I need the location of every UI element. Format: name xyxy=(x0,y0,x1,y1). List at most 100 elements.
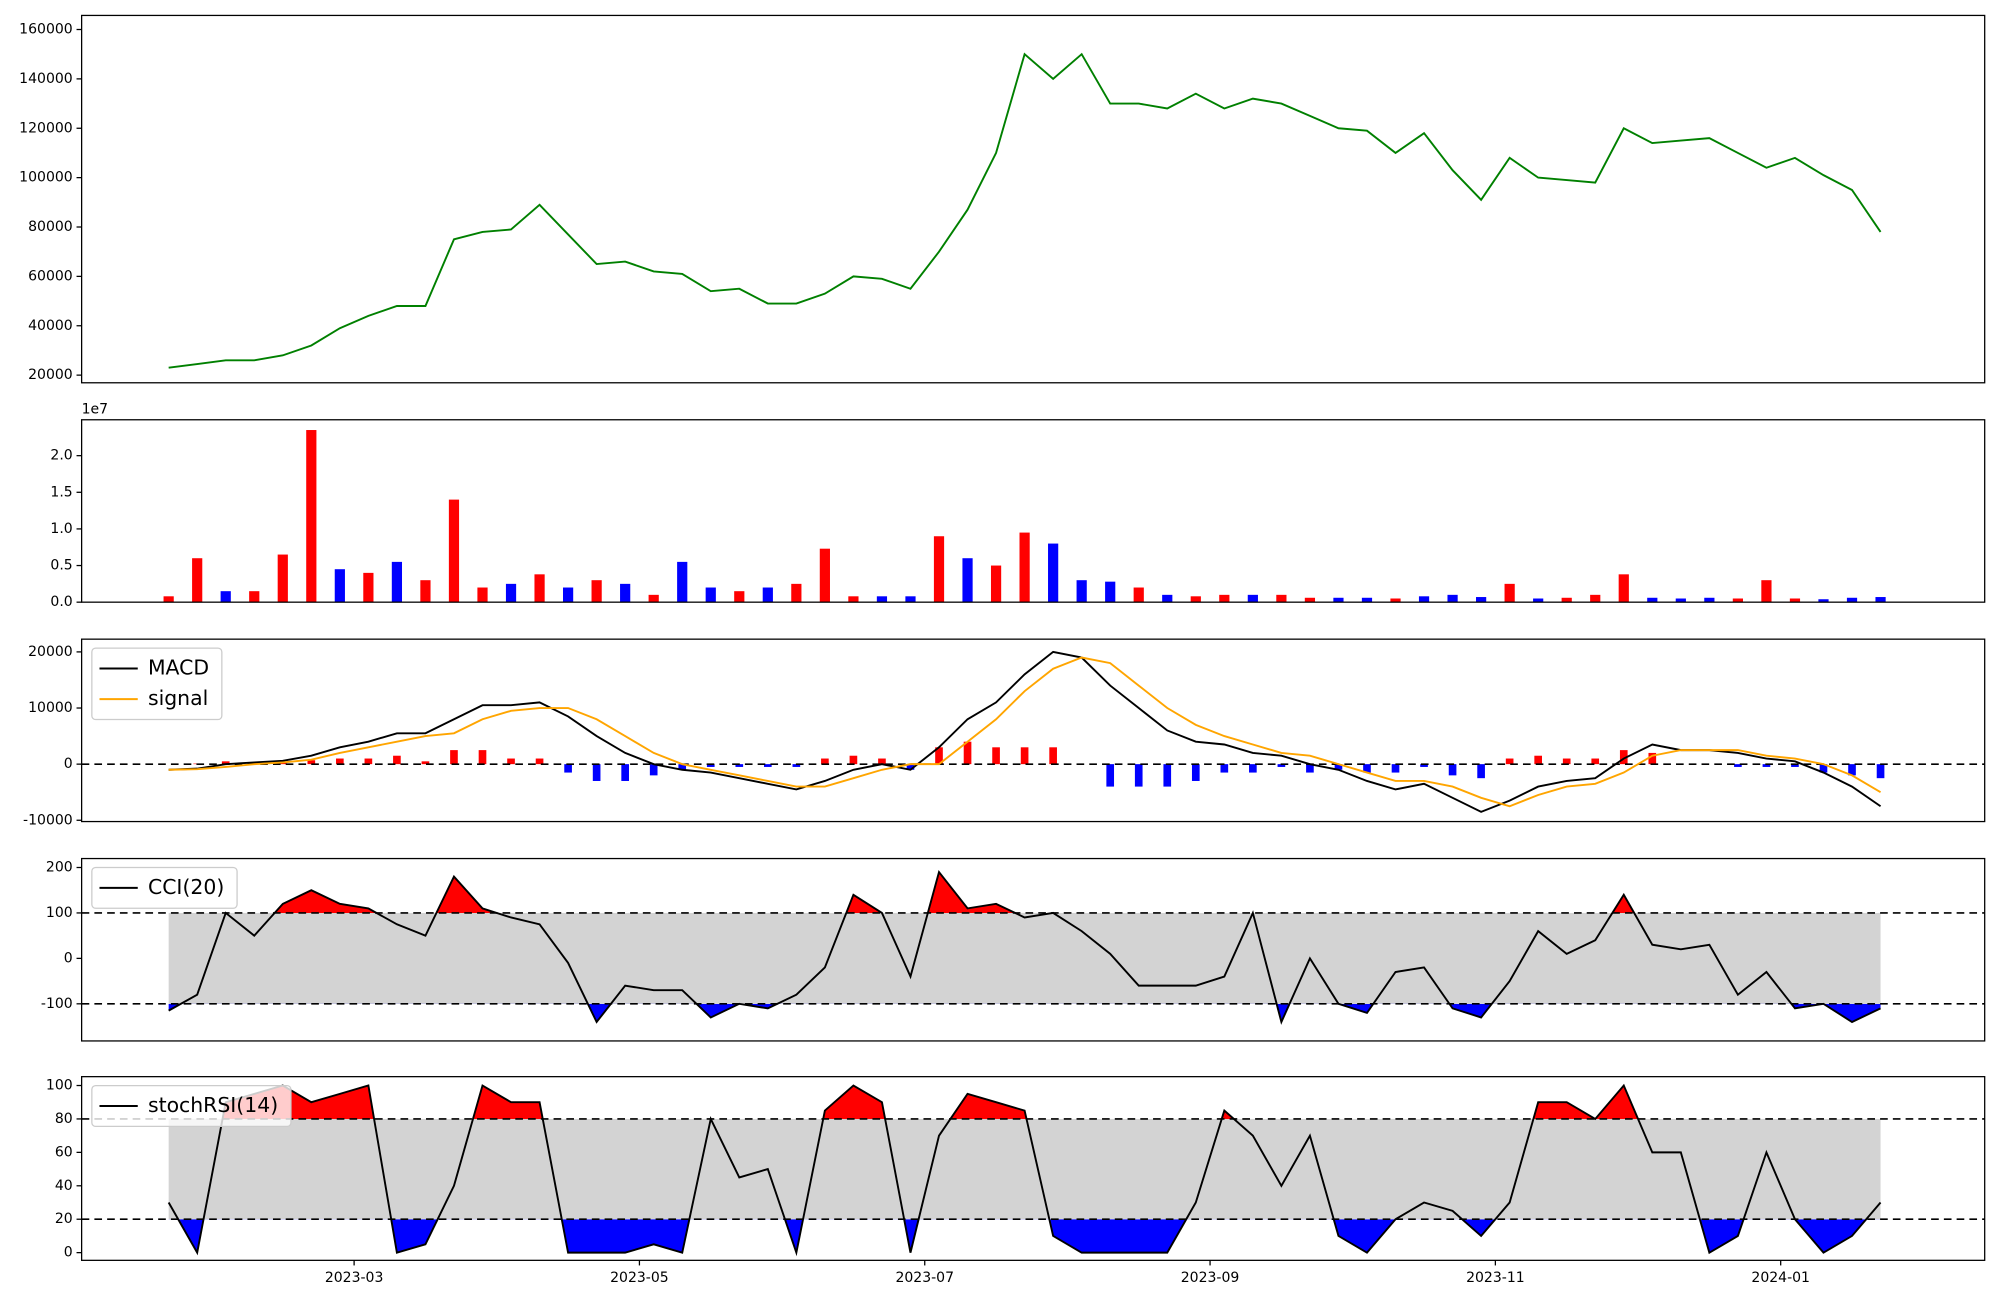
histogram-bar xyxy=(1477,764,1485,779)
neutral-band xyxy=(168,912,1881,1004)
y-tick-label: 20000 xyxy=(28,644,73,660)
y-tick-label: 80000 xyxy=(28,219,73,235)
y-tick-label: 0.0 xyxy=(50,594,72,610)
legend: MACD signal xyxy=(91,647,223,721)
bar xyxy=(1675,598,1686,603)
plot-frame xyxy=(80,14,1986,384)
histogram-bar xyxy=(1306,764,1314,773)
panel: -10000 0 10000 20000 MACD signal xyxy=(23,638,1986,828)
histogram-bar xyxy=(535,758,544,765)
legend-label: signal xyxy=(148,686,208,710)
legend-box xyxy=(91,1084,292,1128)
legend-box xyxy=(91,647,223,721)
y-tick-label: 140000 xyxy=(19,71,73,87)
bar xyxy=(1219,594,1230,603)
histogram-bar xyxy=(763,764,772,767)
histogram-bar xyxy=(1420,764,1428,767)
x-tick-label: 2024-01 xyxy=(1751,1270,1810,1286)
bar xyxy=(1818,599,1829,603)
histogram-bar xyxy=(1848,764,1856,776)
y-tick-label: 0.5 xyxy=(50,558,72,574)
bar xyxy=(249,591,260,603)
x-tick-label: 2023-09 xyxy=(1181,1270,1240,1286)
histogram-bar xyxy=(1163,764,1172,787)
bar xyxy=(562,587,574,603)
legend: stochRSI(14) xyxy=(91,1084,292,1128)
bar xyxy=(933,536,945,603)
histogram-bar xyxy=(1448,764,1457,776)
bar xyxy=(1504,583,1515,603)
x-tick-label: 2023-05 xyxy=(610,1270,669,1286)
bar xyxy=(1447,594,1458,603)
x-tick-label: 2023-07 xyxy=(895,1270,954,1286)
bar xyxy=(591,580,602,603)
bar xyxy=(905,596,916,603)
bar xyxy=(762,587,773,603)
histogram-bar xyxy=(564,764,572,773)
histogram-bar xyxy=(507,758,515,765)
bar xyxy=(1476,597,1487,603)
histogram-bar xyxy=(1819,764,1828,773)
histogram-bar xyxy=(1277,764,1286,767)
y-tick-label: 120000 xyxy=(19,120,73,136)
histogram-bar xyxy=(1391,764,1400,773)
bar xyxy=(363,572,374,603)
y-tick-label: 60000 xyxy=(28,268,73,284)
series-line xyxy=(168,869,1881,1025)
bar xyxy=(1276,594,1287,603)
bar xyxy=(1019,532,1030,603)
histogram-bar xyxy=(735,764,744,767)
bar xyxy=(306,430,317,603)
histogram-bar xyxy=(450,750,458,765)
histogram-bar xyxy=(935,747,943,765)
overbought-fill xyxy=(222,1085,1639,1119)
bar xyxy=(876,596,888,603)
y-tick-label: 100000 xyxy=(19,170,73,186)
bar xyxy=(277,554,288,603)
histogram-bar xyxy=(1049,747,1057,765)
bar xyxy=(1247,594,1258,603)
histogram-bar xyxy=(1619,750,1628,765)
legend-label: CCI(20) xyxy=(148,875,224,899)
bar xyxy=(1533,598,1544,603)
histogram-bar xyxy=(1363,764,1371,773)
histogram-bar xyxy=(963,741,972,765)
histogram-bar xyxy=(478,750,487,765)
legend-label: MACD xyxy=(148,655,209,679)
series-line xyxy=(168,52,1882,369)
y-tick-label: 0 xyxy=(64,756,73,772)
series-line xyxy=(168,650,1882,813)
bar xyxy=(1618,574,1629,603)
histogram-bar xyxy=(678,764,687,770)
bar xyxy=(1732,598,1743,603)
panel: -100 0 100 200 CCI(20) xyxy=(41,857,1986,1042)
bar xyxy=(1133,587,1144,603)
plot-frame xyxy=(80,857,1986,1042)
histogram-bar xyxy=(1562,758,1571,765)
legend: CCI(20) xyxy=(91,866,238,909)
bar xyxy=(192,558,203,603)
bar xyxy=(848,596,859,603)
histogram-bar xyxy=(1191,764,1200,781)
y-tick-label: 0 xyxy=(64,1245,73,1261)
bar xyxy=(334,569,345,603)
y-tick-label: -10000 xyxy=(23,812,73,828)
bar xyxy=(1190,596,1201,603)
panel: 20000 40000 60000 80000 100000 120000 140000 16… xyxy=(19,14,1986,384)
histogram-bar xyxy=(792,764,801,767)
legend-box xyxy=(91,866,238,909)
neutral-band xyxy=(168,1118,1881,1220)
bar xyxy=(962,558,973,603)
histogram-bar xyxy=(1734,764,1742,767)
y-tick-label: -100 xyxy=(41,996,73,1012)
histogram-bar xyxy=(307,760,316,765)
histogram-bar xyxy=(1534,755,1542,765)
histogram-bar xyxy=(849,755,858,765)
histogram-bar xyxy=(1220,764,1229,773)
bar xyxy=(648,594,659,603)
histogram-bar xyxy=(1134,764,1143,787)
y-tick-label: 1.5 xyxy=(50,484,72,500)
histogram-bar xyxy=(878,758,886,765)
plot-frame xyxy=(80,1076,1986,1261)
